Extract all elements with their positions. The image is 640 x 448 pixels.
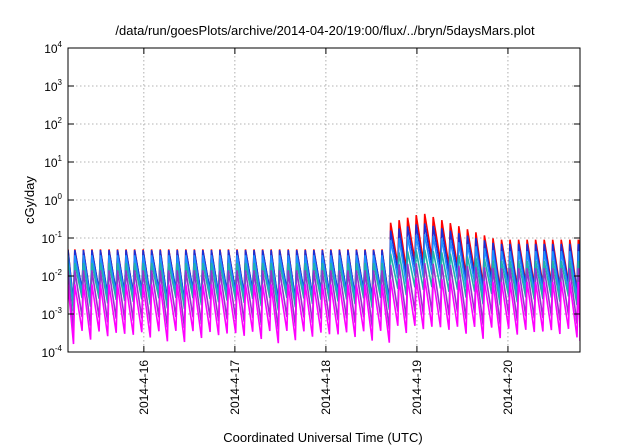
y-tick-base: 10 bbox=[42, 308, 56, 322]
y-tick-exponent: 3 bbox=[58, 78, 63, 87]
y-tick-base: 10 bbox=[44, 80, 58, 94]
y-tick-label: 100 bbox=[44, 192, 62, 208]
y-tick-base: 10 bbox=[44, 156, 58, 170]
y-tick-label: 103 bbox=[44, 78, 62, 94]
y-tick-base: 10 bbox=[42, 232, 56, 246]
y-tick-exponent: 4 bbox=[58, 40, 63, 49]
y-tick-label: 104 bbox=[44, 40, 62, 56]
y-tick-exponent: -1 bbox=[55, 230, 63, 239]
y-tick-exponent: -2 bbox=[55, 268, 63, 277]
x-tick-label: 2014-4-16 bbox=[137, 360, 151, 415]
y-tick-label: 101 bbox=[44, 154, 62, 170]
y-tick-base: 10 bbox=[42, 346, 56, 360]
x-tick-label: 2014-4-20 bbox=[501, 360, 515, 415]
y-tick-exponent: -3 bbox=[55, 306, 63, 315]
y-tick-exponent: 2 bbox=[58, 116, 63, 125]
x-tick-label: 2014-4-18 bbox=[319, 360, 333, 415]
y-axis-label: cGy/day bbox=[22, 176, 37, 224]
chart-title: /data/run/goesPlots/archive/2014-04-20/1… bbox=[115, 23, 535, 38]
x-tick-label: 2014-4-19 bbox=[410, 360, 424, 415]
y-tick-label: 10-1 bbox=[42, 230, 63, 246]
x-tick-label: 2014-4-17 bbox=[228, 360, 242, 415]
x-axis-label: Coordinated Universal Time (UTC) bbox=[223, 430, 422, 445]
x-axis: 2014-4-16 2014-4-17 2014-4-18 2014-4-19 2014… bbox=[137, 48, 515, 415]
y-tick-base: 10 bbox=[44, 194, 58, 208]
y-tick-label: 10-2 bbox=[42, 268, 63, 284]
y-tick-label: 10-4 bbox=[42, 344, 63, 360]
y-tick-exponent: 0 bbox=[58, 192, 63, 201]
y-tick-base: 10 bbox=[44, 118, 58, 132]
series-line-6 bbox=[68, 277, 580, 345]
y-tick-base: 10 bbox=[42, 270, 56, 284]
grid bbox=[68, 47, 580, 353]
y-tick-exponent: -4 bbox=[55, 344, 63, 353]
y-tick-label: 10-3 bbox=[42, 306, 63, 322]
y-tick-base: 10 bbox=[44, 42, 58, 56]
series-layer bbox=[68, 213, 580, 345]
y-tick-label: 102 bbox=[44, 116, 62, 132]
y-tick-exponent: 1 bbox=[58, 154, 63, 163]
